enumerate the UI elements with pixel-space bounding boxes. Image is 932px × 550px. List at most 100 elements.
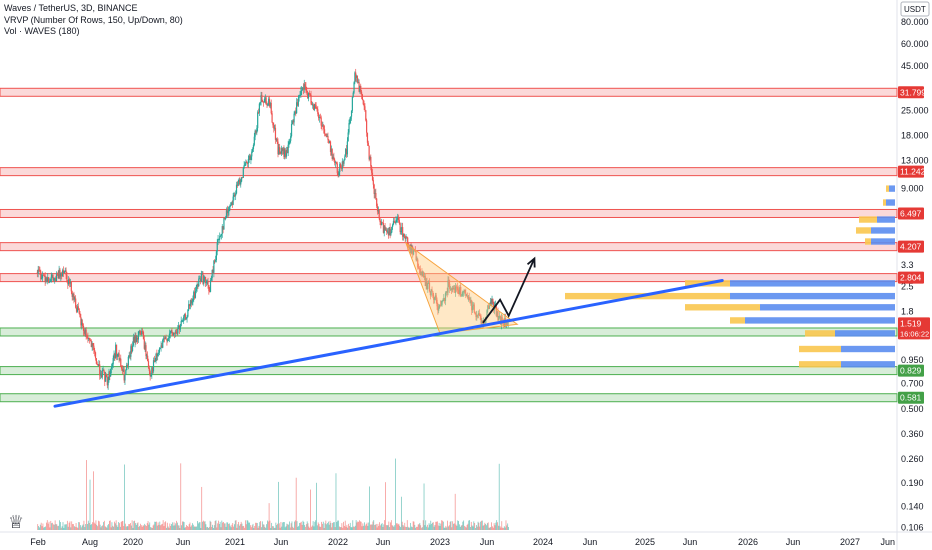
time-tick-label: Aug — [82, 537, 98, 547]
volume-bar — [166, 522, 168, 530]
volume-bar — [286, 523, 288, 530]
volume-bar — [80, 525, 81, 530]
volume-profile-up-bar — [841, 345, 895, 353]
candle-body — [214, 259, 217, 262]
candle-body — [199, 278, 202, 282]
volume-bar — [369, 524, 371, 530]
volume-bar — [40, 522, 42, 530]
candle-body — [407, 246, 410, 248]
candle-body — [156, 353, 158, 357]
candle-body — [405, 237, 407, 239]
candle-body — [265, 97, 267, 105]
volume-bar — [384, 520, 386, 530]
symbol-title[interactable]: Waves / TetherUS, 3D, BINANCE — [4, 3, 138, 13]
candle-body — [421, 271, 423, 276]
volume-bar — [412, 521, 414, 530]
volume-bar — [169, 523, 171, 530]
candle-body — [39, 270, 41, 272]
volume-bar — [81, 525, 83, 530]
candle-body — [58, 269, 60, 279]
volume-bar — [298, 525, 300, 530]
candle-body — [284, 150, 286, 157]
candle-body — [436, 299, 438, 307]
volume-bar — [161, 523, 163, 530]
level-price-badge — [898, 271, 924, 284]
candle-body — [340, 167, 343, 169]
candle-body — [147, 355, 149, 362]
candle-body — [410, 244, 412, 253]
volume-bar — [204, 521, 206, 530]
volume-bar — [80, 527, 82, 530]
candle-body — [277, 141, 279, 155]
candle-body — [45, 277, 47, 282]
candle-body — [457, 289, 459, 291]
support-band — [0, 393, 898, 403]
volume-bar — [47, 523, 49, 530]
candle-body — [202, 273, 204, 284]
candle-body — [220, 233, 223, 236]
price-tick-label: 13.000 — [901, 156, 929, 166]
volume-bar — [406, 520, 408, 530]
volume-bar — [487, 522, 489, 530]
volume-bar — [191, 525, 193, 530]
candle-body — [199, 278, 201, 280]
candle-body — [197, 284, 199, 287]
candle-body — [147, 361, 150, 368]
candle-body — [82, 325, 85, 331]
volume-bar — [255, 522, 257, 530]
volume-bar — [203, 521, 205, 530]
candle-body — [318, 117, 321, 119]
volume-bar — [460, 525, 462, 530]
volume-bar — [79, 522, 80, 530]
candle-body — [54, 278, 56, 280]
level-price-label: 31.799 — [900, 87, 926, 97]
candle-body — [152, 367, 154, 372]
candle-body — [210, 278, 212, 281]
volume-bar — [238, 521, 240, 530]
volume-bar — [74, 526, 76, 530]
volume-bar — [356, 522, 358, 530]
volume-bar — [228, 523, 229, 530]
volume-bar — [339, 527, 341, 530]
volume-bar — [173, 522, 175, 530]
candle-body — [109, 371, 111, 377]
volume-bar — [479, 526, 481, 530]
volume-bar — [455, 524, 457, 530]
volume-bar — [78, 522, 80, 530]
candle-body — [402, 234, 405, 237]
candle-body — [501, 316, 503, 322]
candle-body — [126, 365, 128, 371]
volume-bar — [82, 524, 84, 530]
candle-body — [52, 274, 54, 281]
vrvp-indicator-label[interactable]: VRVP (Number Of Rows, 150, Up/Down, 80) — [4, 14, 183, 25]
volume-indicator-label[interactable]: Vol · WAVES (180) — [4, 26, 80, 36]
tradingview-logo-icon[interactable]: ♕ — [8, 512, 25, 532]
candle-body — [61, 272, 63, 277]
volume-bar — [355, 520, 357, 530]
candle-body — [250, 156, 252, 160]
volume-bar — [218, 520, 219, 530]
volume-bar — [407, 526, 409, 530]
volume-bar — [70, 527, 72, 530]
volume-bar — [46, 520, 48, 530]
time-tick-label: Jun — [786, 537, 801, 547]
candle-body — [228, 210, 230, 212]
volume-bar — [99, 524, 101, 530]
volume-bar — [55, 524, 57, 530]
candle-body — [373, 184, 375, 194]
candle-body — [473, 304, 475, 313]
volume-bar — [470, 526, 471, 530]
volume-bar — [432, 522, 433, 530]
volume-bar — [371, 524, 373, 530]
candle-body — [432, 291, 434, 297]
currency-selector[interactable] — [900, 1, 930, 17]
candle-body — [481, 320, 483, 324]
volume-bar — [121, 521, 123, 530]
volume-bar — [43, 527, 45, 530]
volume-bar — [90, 524, 92, 530]
candle-body — [224, 217, 226, 220]
candle-body — [474, 312, 476, 315]
candle-body — [43, 275, 45, 277]
volume-bar — [132, 527, 134, 530]
